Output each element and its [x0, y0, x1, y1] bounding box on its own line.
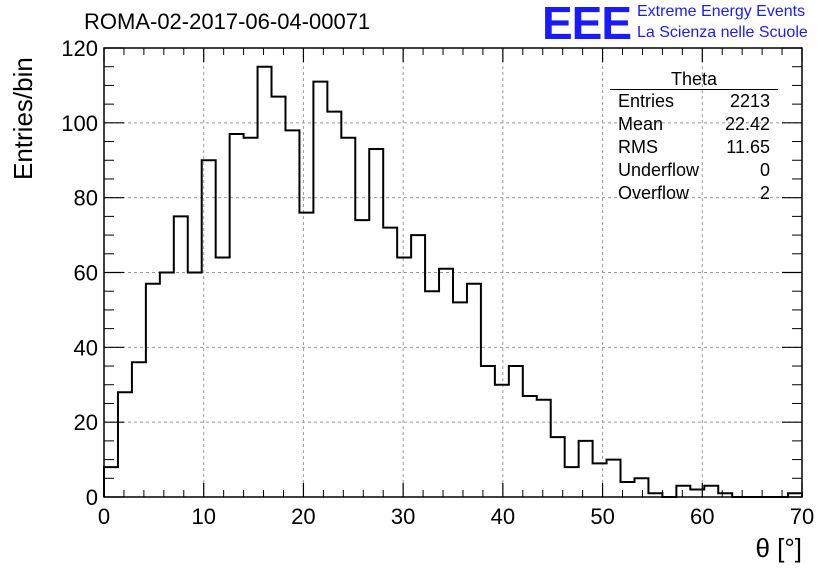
histogram-bin [467, 284, 481, 497]
stats-row-rms: RMS 11.65 [610, 136, 778, 159]
stats-label: Entries [618, 91, 675, 111]
histogram-bin [425, 291, 439, 497]
histogram-bin [355, 220, 369, 497]
histogram-bin [634, 478, 648, 497]
histogram-bin [313, 82, 327, 497]
stats-value: 0 [759, 160, 770, 180]
histogram-bin [523, 396, 537, 497]
y-axis-label: Entries/bin [8, 57, 38, 180]
stats-row-mean: Mean 22.42 [610, 113, 778, 136]
stats-value: 2 [759, 183, 770, 203]
x-tick-label: 50 [590, 504, 614, 529]
y-tick-label: 100 [61, 111, 98, 136]
histogram-bin [258, 67, 272, 497]
stats-value: 2213 [729, 91, 770, 111]
x-tick-label: 40 [491, 504, 515, 529]
histogram-bin [104, 467, 118, 497]
y-tick-label: 60 [74, 261, 98, 286]
grid-lines [104, 48, 802, 497]
histogram-bin [551, 437, 565, 497]
histogram-bin [537, 400, 551, 497]
stats-row-entries: Entries 2213 [610, 90, 778, 113]
axis-ticks [103, 47, 803, 498]
logo-line-2: La Scienza nelle Scuole [637, 24, 808, 41]
y-tick-label: 20 [74, 410, 98, 435]
histogram-bin [397, 258, 411, 497]
histogram-bin [160, 273, 174, 498]
eee-logo-icon: EEE [542, 0, 632, 49]
histogram-bin [439, 269, 453, 497]
histogram-bin [299, 213, 313, 497]
histogram-bin [327, 112, 341, 497]
histogram-bin [230, 134, 244, 497]
stats-row-overflow: Overflow 2 [610, 182, 778, 205]
stats-value: 22.42 [724, 114, 770, 134]
histogram-bin [146, 284, 160, 497]
stats-label: Overflow [618, 183, 690, 203]
histogram-bin [244, 138, 258, 497]
histogram-bin [495, 385, 509, 497]
histogram-bin [565, 467, 579, 497]
x-tick-label: 0 [98, 504, 110, 529]
histogram-bin [607, 460, 621, 497]
histogram-bin [118, 392, 132, 497]
x-tick-label: 10 [191, 504, 215, 529]
histogram-bin [174, 216, 188, 497]
histogram-bin [132, 362, 146, 497]
histogram-bin [676, 486, 690, 497]
logo-line-1: Extreme Energy Events [637, 3, 806, 20]
y-tick-label: 40 [74, 335, 98, 360]
stats-label: Underflow [618, 160, 700, 180]
histogram-bin [481, 366, 495, 497]
histogram-bin [285, 130, 299, 497]
histogram-bin [579, 441, 593, 497]
x-tick-label: 20 [291, 504, 315, 529]
y-tick-label: 80 [74, 186, 98, 211]
stats-row-underflow: Underflow 0 [610, 159, 778, 182]
stats-value: 11.65 [726, 137, 770, 157]
histogram-bin [383, 228, 397, 497]
histogram-bin [411, 235, 425, 497]
x-tick-label: 70 [790, 504, 814, 529]
histogram-bin [369, 149, 383, 497]
x-tick-label: 60 [690, 504, 714, 529]
y-tick-label: 0 [86, 485, 98, 510]
histogram-bin [341, 138, 355, 497]
x-tick-label: 30 [391, 504, 415, 529]
stats-title: Theta [610, 69, 778, 90]
y-tick-label: 120 [61, 36, 98, 61]
histogram-bin [593, 463, 607, 497]
histogram-bin [216, 258, 230, 497]
histogram-bin [704, 486, 718, 497]
stats-label: Mean [618, 114, 664, 134]
histogram-bin [272, 97, 286, 497]
stats-label: RMS [618, 137, 658, 157]
run-title: ROMA-02-2017-06-04-00071 [84, 9, 371, 34]
histogram-bin [188, 273, 202, 498]
stats-box: Theta Entries 2213 Mean 22.42 RMS 11.65 … [610, 69, 778, 205]
histogram-bin [453, 302, 467, 497]
histogram-bin [202, 160, 216, 497]
histogram-bin [509, 366, 523, 497]
x-axis-label: θ [°] [755, 533, 802, 563]
